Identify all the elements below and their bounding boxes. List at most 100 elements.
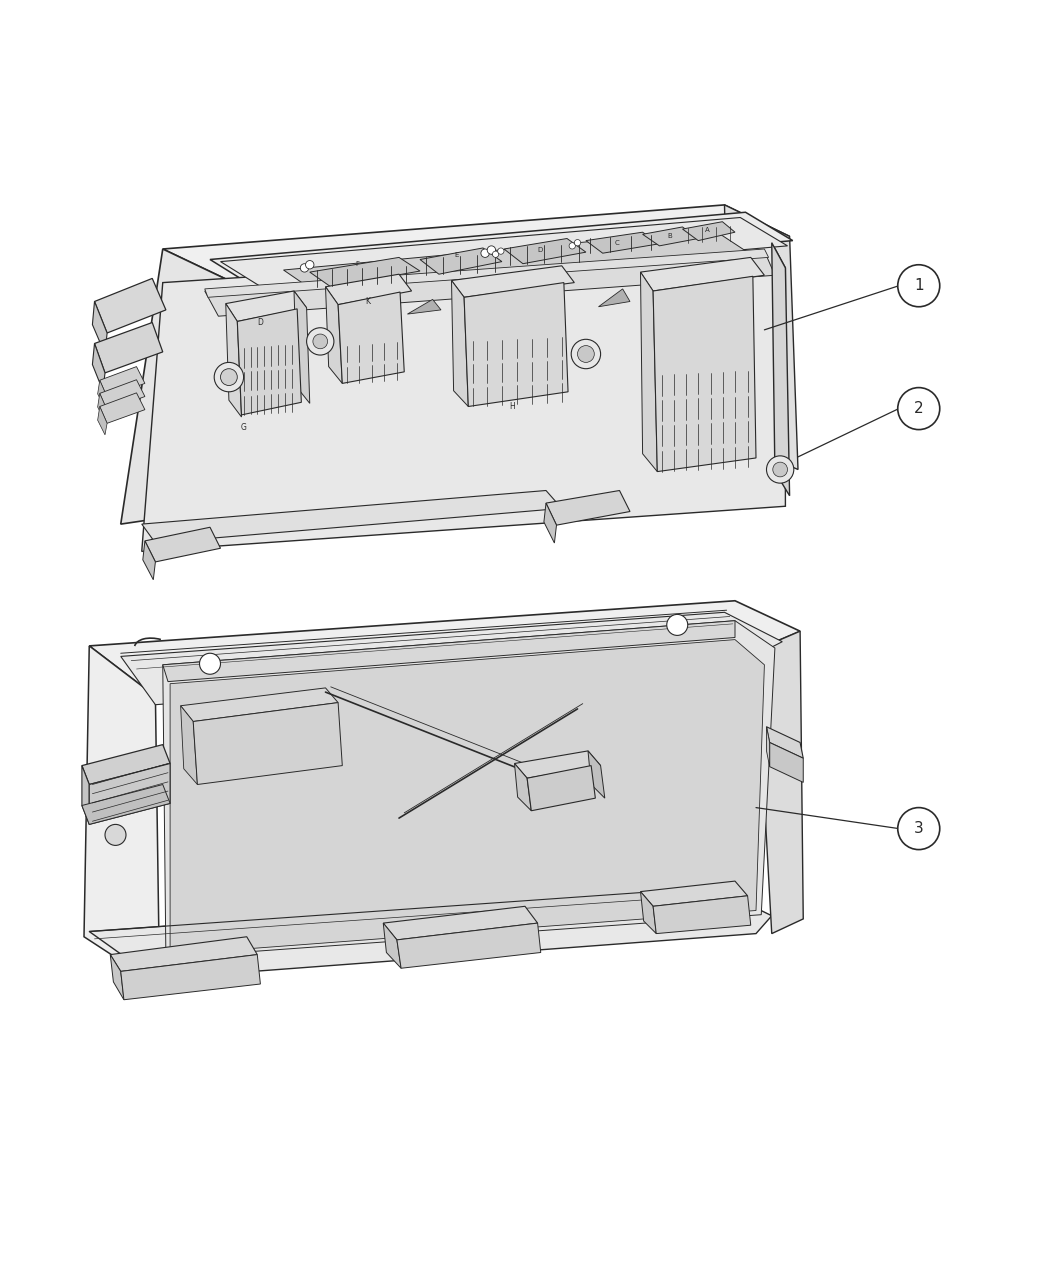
Polygon shape bbox=[121, 955, 260, 1000]
Polygon shape bbox=[640, 881, 748, 907]
Polygon shape bbox=[100, 393, 145, 423]
Text: C: C bbox=[615, 240, 620, 246]
Circle shape bbox=[300, 264, 309, 272]
Polygon shape bbox=[640, 272, 657, 472]
Polygon shape bbox=[383, 907, 538, 940]
Polygon shape bbox=[226, 291, 307, 321]
Polygon shape bbox=[546, 491, 630, 525]
Polygon shape bbox=[643, 227, 698, 246]
Text: F: F bbox=[355, 260, 359, 266]
Polygon shape bbox=[383, 923, 401, 968]
Polygon shape bbox=[653, 896, 751, 933]
Circle shape bbox=[498, 247, 504, 254]
Polygon shape bbox=[464, 283, 568, 407]
Polygon shape bbox=[226, 303, 242, 417]
Circle shape bbox=[200, 653, 220, 674]
Polygon shape bbox=[588, 751, 605, 798]
Polygon shape bbox=[326, 274, 412, 305]
Polygon shape bbox=[527, 765, 595, 811]
Polygon shape bbox=[205, 251, 775, 316]
Text: D: D bbox=[538, 247, 543, 252]
Polygon shape bbox=[84, 646, 160, 986]
Polygon shape bbox=[82, 765, 89, 825]
Polygon shape bbox=[94, 278, 166, 333]
Polygon shape bbox=[514, 764, 531, 811]
Circle shape bbox=[481, 249, 489, 258]
Polygon shape bbox=[193, 703, 342, 784]
Text: H: H bbox=[509, 402, 516, 411]
Polygon shape bbox=[284, 230, 751, 296]
Circle shape bbox=[214, 362, 244, 391]
Text: B: B bbox=[668, 233, 672, 240]
Polygon shape bbox=[163, 205, 790, 280]
Circle shape bbox=[571, 339, 601, 368]
Circle shape bbox=[307, 328, 334, 354]
Polygon shape bbox=[82, 745, 170, 784]
Circle shape bbox=[569, 242, 575, 249]
Polygon shape bbox=[98, 380, 107, 408]
Circle shape bbox=[667, 615, 688, 635]
Polygon shape bbox=[682, 222, 735, 241]
Polygon shape bbox=[163, 621, 735, 682]
Polygon shape bbox=[724, 205, 798, 469]
Circle shape bbox=[773, 462, 788, 477]
Circle shape bbox=[898, 265, 940, 307]
Polygon shape bbox=[210, 212, 793, 289]
Polygon shape bbox=[100, 367, 145, 397]
Polygon shape bbox=[110, 937, 257, 972]
Polygon shape bbox=[92, 343, 105, 390]
Text: 2: 2 bbox=[914, 402, 924, 416]
Polygon shape bbox=[142, 242, 785, 551]
Polygon shape bbox=[598, 289, 630, 307]
Polygon shape bbox=[145, 528, 220, 562]
Polygon shape bbox=[770, 742, 803, 783]
Polygon shape bbox=[326, 287, 342, 384]
Circle shape bbox=[306, 260, 314, 269]
Polygon shape bbox=[772, 242, 790, 496]
Polygon shape bbox=[170, 640, 764, 955]
Polygon shape bbox=[163, 621, 775, 958]
Circle shape bbox=[578, 346, 594, 362]
Polygon shape bbox=[338, 292, 404, 384]
Polygon shape bbox=[237, 309, 301, 414]
Circle shape bbox=[898, 807, 940, 849]
Polygon shape bbox=[640, 258, 764, 291]
Polygon shape bbox=[110, 955, 124, 1000]
Polygon shape bbox=[89, 764, 170, 825]
Polygon shape bbox=[310, 258, 420, 287]
Circle shape bbox=[220, 368, 237, 385]
Text: G: G bbox=[240, 423, 247, 432]
Polygon shape bbox=[94, 323, 163, 372]
Polygon shape bbox=[181, 688, 338, 722]
Circle shape bbox=[492, 251, 499, 258]
Circle shape bbox=[574, 240, 581, 246]
Polygon shape bbox=[294, 291, 310, 403]
Circle shape bbox=[487, 246, 496, 254]
Polygon shape bbox=[586, 232, 659, 254]
Circle shape bbox=[898, 388, 940, 430]
Polygon shape bbox=[92, 301, 107, 354]
Circle shape bbox=[766, 456, 794, 483]
Polygon shape bbox=[452, 280, 468, 407]
Polygon shape bbox=[766, 727, 803, 759]
Polygon shape bbox=[407, 300, 441, 314]
Polygon shape bbox=[142, 491, 562, 543]
Polygon shape bbox=[181, 706, 197, 784]
Polygon shape bbox=[82, 784, 170, 825]
Polygon shape bbox=[143, 541, 155, 580]
Polygon shape bbox=[452, 265, 574, 297]
Polygon shape bbox=[98, 394, 107, 422]
Circle shape bbox=[313, 334, 328, 349]
Text: A: A bbox=[706, 227, 710, 233]
Polygon shape bbox=[504, 238, 586, 264]
Text: 1: 1 bbox=[914, 278, 924, 293]
Polygon shape bbox=[121, 612, 782, 705]
Polygon shape bbox=[756, 631, 803, 933]
Text: D: D bbox=[257, 317, 264, 326]
Polygon shape bbox=[766, 727, 770, 766]
Text: 3: 3 bbox=[914, 821, 924, 836]
Polygon shape bbox=[420, 247, 502, 274]
Text: E: E bbox=[455, 252, 459, 259]
Text: K: K bbox=[365, 297, 370, 306]
Polygon shape bbox=[100, 380, 145, 411]
